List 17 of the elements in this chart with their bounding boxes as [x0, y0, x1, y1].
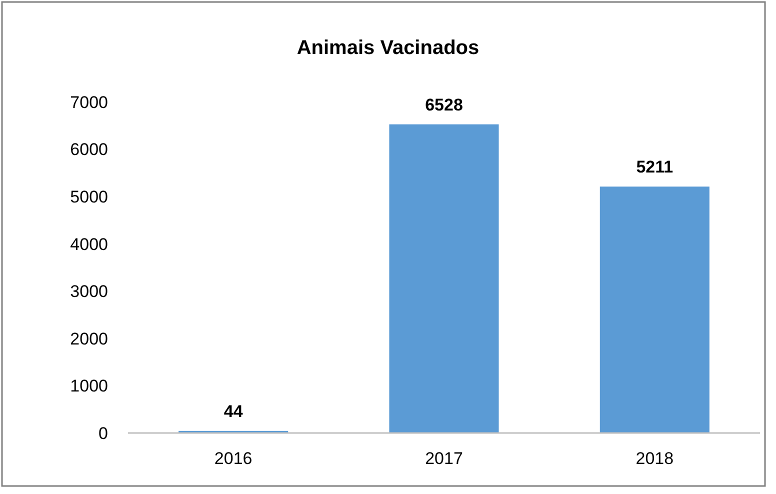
- y-tick-label: 0: [98, 424, 108, 443]
- y-tick-label: 1000: [70, 376, 108, 396]
- bar: [600, 186, 710, 433]
- x-tick-label: 2018: [636, 449, 674, 468]
- y-tick-label: 3000: [70, 282, 108, 302]
- x-tick-label: 2016: [214, 449, 252, 468]
- y-tick-label: 7000: [70, 92, 108, 112]
- bar: [389, 124, 499, 433]
- data-label: 44: [224, 402, 244, 421]
- y-tick-label: 5000: [70, 188, 108, 207]
- chart-title: Animais Vacinados: [296, 37, 480, 59]
- data-label: 6528: [425, 95, 463, 114]
- x-tick-label: 2017: [425, 449, 463, 468]
- y-tick-label: 2000: [70, 329, 108, 348]
- y-tick-label: 4000: [70, 234, 108, 254]
- y-tick-label: 6000: [70, 140, 108, 160]
- data-label: 5211: [636, 158, 674, 177]
